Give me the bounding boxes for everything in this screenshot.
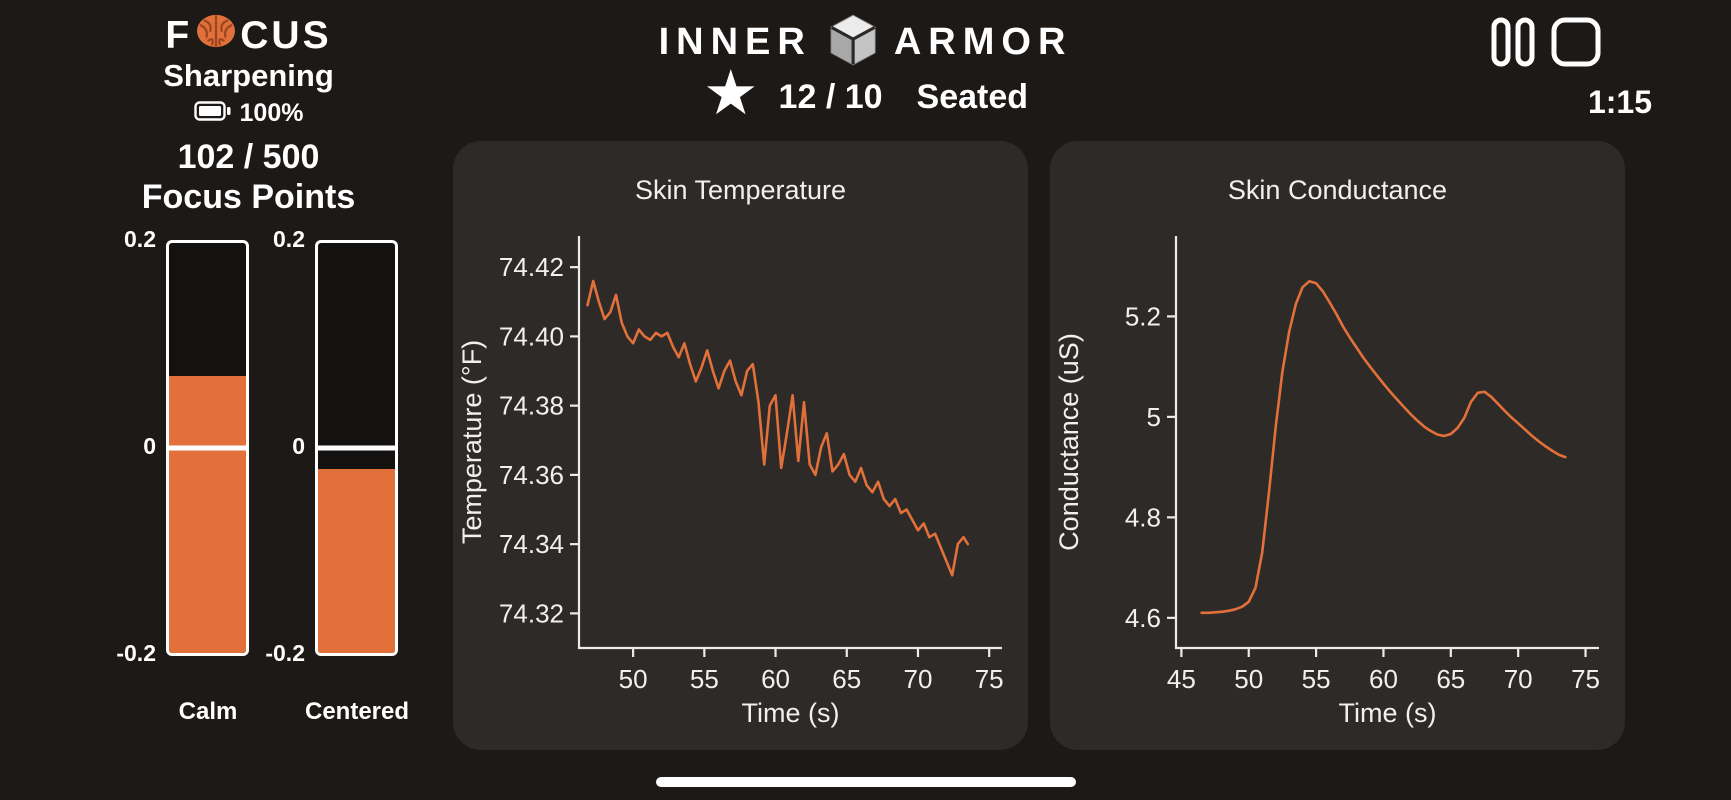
centered-gauge-zero-line xyxy=(318,445,395,451)
battery-percent: 100% xyxy=(239,99,304,127)
calm-gauge-zero-line xyxy=(169,445,246,451)
calm-gauge-fill xyxy=(169,376,246,653)
session-controls xyxy=(1490,16,1602,71)
svg-text:74.42: 74.42 xyxy=(499,252,564,282)
svg-text:50: 50 xyxy=(619,664,648,694)
left-sidebar: F CUS Sharpening 100% 102 / 500 Focus Po… xyxy=(0,0,497,800)
posture-label: Seated xyxy=(916,77,1029,116)
svg-text:74.40: 74.40 xyxy=(499,321,564,351)
svg-text:4.6: 4.6 xyxy=(1125,603,1161,633)
svg-text:Skin Temperature: Skin Temperature xyxy=(635,175,846,205)
battery-icon xyxy=(193,101,231,126)
focus-logo: F CUS xyxy=(0,12,497,60)
centered-gauge-fill xyxy=(318,468,395,653)
svg-text:5.2: 5.2 xyxy=(1125,301,1161,331)
svg-text:Time (s): Time (s) xyxy=(742,698,840,728)
calm-gauge-label: Calm xyxy=(178,698,238,725)
stop-button[interactable] xyxy=(1550,16,1602,71)
svg-text:60: 60 xyxy=(761,664,790,694)
svg-text:Time (s): Time (s) xyxy=(1339,698,1437,728)
svg-text:74.36: 74.36 xyxy=(499,460,564,490)
svg-text:65: 65 xyxy=(1436,664,1465,694)
session-status-row: ★ 12 / 10 Seated xyxy=(702,59,1029,128)
calm-gauge xyxy=(166,240,249,656)
svg-text:4.8: 4.8 xyxy=(1125,502,1161,532)
focus-score-label: Focus Points xyxy=(141,178,356,216)
svg-text:55: 55 xyxy=(1302,664,1331,694)
centered-gauge xyxy=(315,240,398,656)
svg-text:65: 65 xyxy=(832,664,861,694)
pause-icon xyxy=(1490,17,1536,71)
battery-status: 100% xyxy=(0,99,497,128)
svg-text:Conductance (uS): Conductance (uS) xyxy=(1054,333,1084,551)
svg-text:55: 55 xyxy=(690,664,719,694)
star-count: 12 / 10 xyxy=(778,77,883,116)
mode-label: Sharpening xyxy=(163,58,334,93)
star-icon: ★ xyxy=(702,59,759,128)
brand-word-inner: INNER xyxy=(658,21,812,63)
cube-icon xyxy=(826,12,880,73)
skin-temperature-panel: Skin Temperature 50 55 60 65 70 75 74.32 74.34 74… xyxy=(453,141,1028,750)
svg-text:70: 70 xyxy=(1504,664,1533,694)
svg-text:74.34: 74.34 xyxy=(499,529,564,559)
svg-text:Skin Conductance: Skin Conductance xyxy=(1228,175,1447,205)
svg-text:70: 70 xyxy=(904,664,933,694)
focus-logo-prefix: F xyxy=(165,14,193,57)
pause-button[interactable] xyxy=(1490,16,1536,71)
svg-text:50: 50 xyxy=(1234,664,1263,694)
svg-text:74.32: 74.32 xyxy=(499,598,564,628)
gauge-centered-tick-top: 0.2 xyxy=(273,226,305,252)
brain-icon xyxy=(195,12,237,60)
svg-text:75: 75 xyxy=(1571,664,1600,694)
gauge-centered-tick-bottom: -0.2 xyxy=(265,640,305,666)
gauge-calm-tick-mid: 0 xyxy=(143,433,156,459)
svg-text:Temperature (°F): Temperature (°F) xyxy=(457,340,487,544)
skin-conductance-panel: Skin Conductance 45 50 55 60 65 70 75 4.6 4.8 5 5.2… xyxy=(1050,141,1625,750)
centered-gauge-label: Centered xyxy=(304,698,410,725)
brand-word-armor: ARMOR xyxy=(893,21,1073,63)
focus-score: 102 / 500 xyxy=(177,138,320,176)
skin-temperature-chart: Skin Temperature 50 55 60 65 70 75 74.32 74.34 74… xyxy=(457,175,1004,728)
gauge-calm-tick-bottom: -0.2 xyxy=(116,640,156,666)
focus-logo-suffix: CUS xyxy=(240,14,332,57)
svg-text:45: 45 xyxy=(1167,664,1196,694)
inner-armor-logo: INNER ARMOR xyxy=(659,12,1073,73)
gauge-centered-tick-mid: 0 xyxy=(292,433,305,459)
stop-icon xyxy=(1550,17,1602,71)
svg-text:5: 5 xyxy=(1147,402,1161,432)
svg-text:75: 75 xyxy=(975,664,1004,694)
session-timer: 1:15 xyxy=(1587,84,1652,120)
gauge-calm-tick-top: 0.2 xyxy=(124,226,156,252)
svg-text:60: 60 xyxy=(1369,664,1398,694)
svg-text:74.38: 74.38 xyxy=(499,391,564,421)
home-indicator[interactable] xyxy=(655,777,1076,787)
skin-conductance-chart: Skin Conductance 45 50 55 60 65 70 75 4.6 4.8 5 5.2… xyxy=(1054,175,1600,728)
